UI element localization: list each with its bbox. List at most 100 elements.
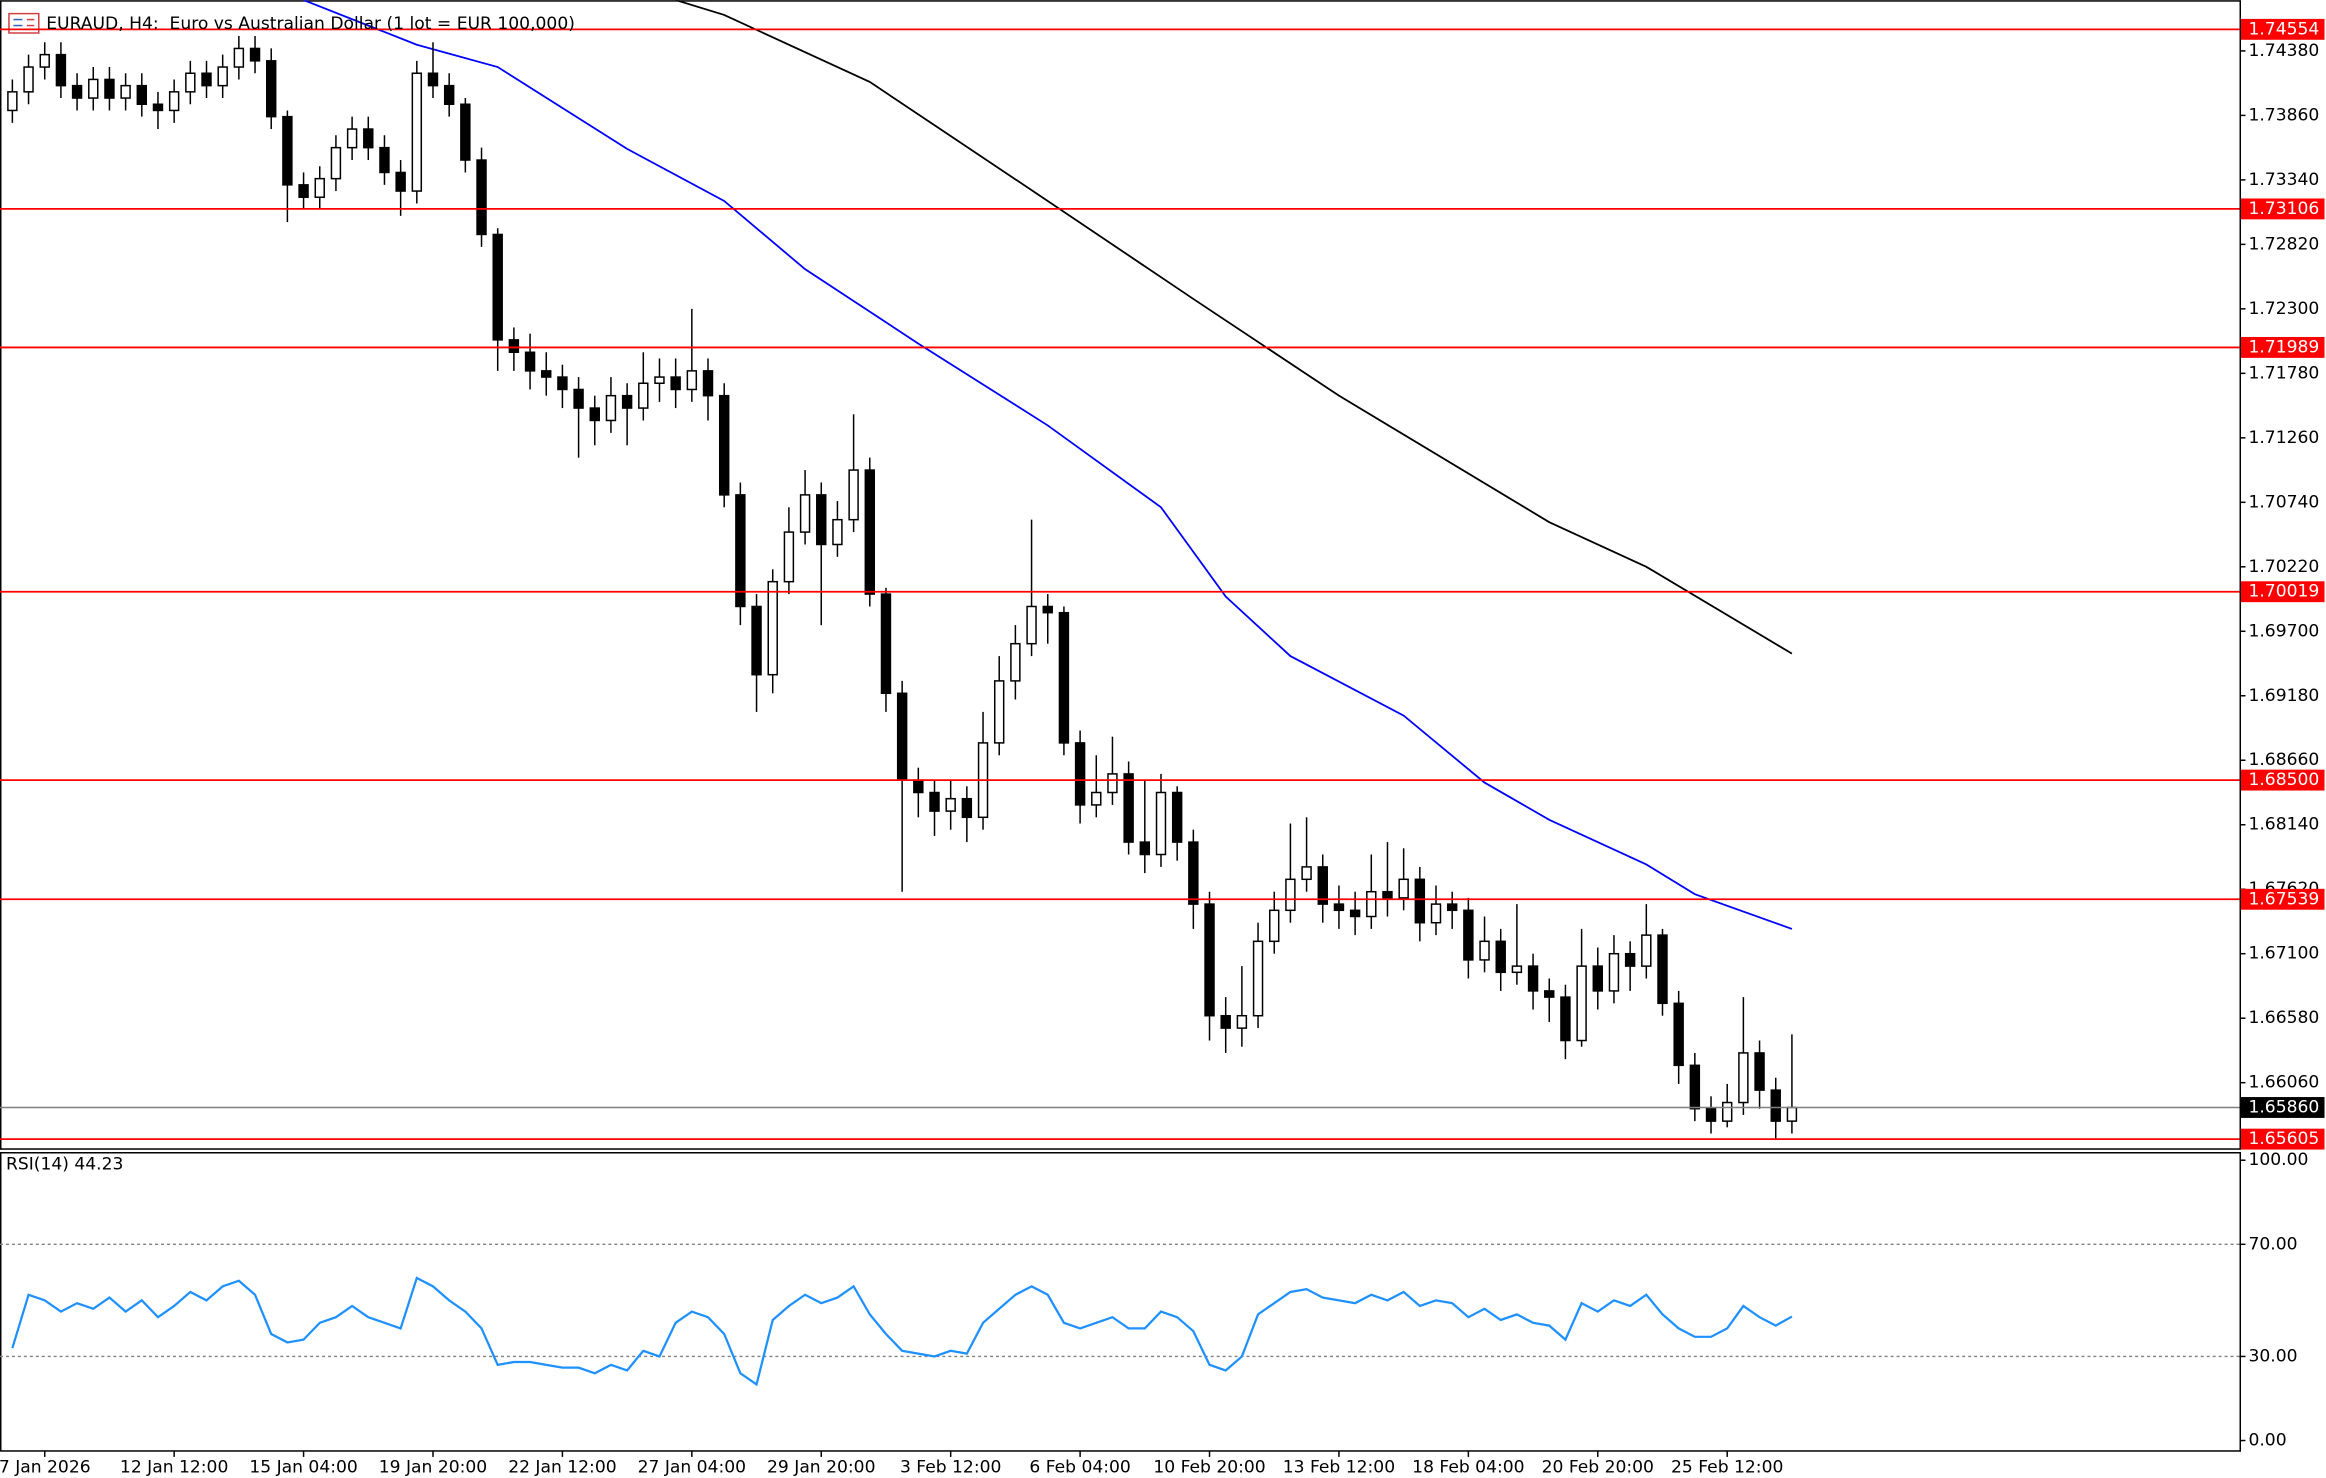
x-tick-label: 27 Jan 04:00 xyxy=(638,1457,746,1477)
candle-body xyxy=(605,394,617,422)
candle-body xyxy=(1026,605,1037,645)
candle-body xyxy=(799,494,811,533)
y-tick-label: 1.70740 xyxy=(2248,492,2319,512)
candle-body xyxy=(1624,952,1636,967)
candle-body xyxy=(1220,1014,1231,1029)
level-tag xyxy=(2241,336,2325,358)
candle-body xyxy=(1155,791,1167,856)
candle-body xyxy=(929,791,940,812)
moving-average xyxy=(303,0,1793,930)
candle-body xyxy=(346,128,358,149)
candle-body xyxy=(1349,909,1361,918)
last-price-tag xyxy=(2241,1097,2325,1118)
candle-body xyxy=(864,469,876,595)
level-tag xyxy=(2241,888,2325,910)
x-tick-label: 20 Feb 20:00 xyxy=(1542,1457,1654,1477)
candle-body xyxy=(1269,909,1280,943)
candle-body xyxy=(1123,773,1134,843)
candle-body xyxy=(1770,1089,1781,1122)
rsi-panel xyxy=(0,1152,2242,1452)
rsi-line xyxy=(11,1276,1793,1387)
candle-body xyxy=(1689,1064,1701,1110)
x-tick-label: 3 Feb 12:00 xyxy=(900,1457,1001,1477)
candle-body xyxy=(1560,996,1571,1042)
candle-body xyxy=(443,84,455,105)
price-plot xyxy=(7,0,1798,1140)
candle-body xyxy=(476,159,487,236)
candle-body xyxy=(1188,841,1199,905)
candle-body xyxy=(751,605,762,676)
candle-body xyxy=(1366,890,1377,918)
level-tag xyxy=(2241,18,2325,40)
candle-body xyxy=(1446,903,1458,912)
level-label: 1.65605 xyxy=(2248,1129,2319,1149)
candle-body xyxy=(136,84,148,105)
candle-body xyxy=(7,91,18,112)
candle-body xyxy=(670,376,681,391)
candle-body xyxy=(88,78,99,99)
candle-body xyxy=(1398,878,1409,899)
candle-body xyxy=(945,797,956,812)
candle-body xyxy=(735,494,746,608)
candle-body xyxy=(1171,791,1183,843)
candle-body xyxy=(1074,742,1086,806)
x-tick-label: 19 Jan 20:00 xyxy=(379,1457,487,1477)
candle-body xyxy=(686,370,698,391)
candle-body xyxy=(1010,642,1021,682)
candle-body xyxy=(1721,1101,1733,1122)
level-tag xyxy=(2241,198,2325,220)
candle-body xyxy=(913,779,924,794)
candle-body xyxy=(427,72,439,87)
candle-body xyxy=(201,72,212,87)
candle-body xyxy=(1527,965,1539,992)
candle-body xyxy=(1738,1052,1749,1104)
candle-body xyxy=(589,407,600,422)
level-label: 1.74554 xyxy=(2248,19,2319,39)
candle-body xyxy=(832,518,843,546)
candle-body xyxy=(654,376,665,385)
y-tick-label: 1.71260 xyxy=(2248,428,2319,448)
candle-body xyxy=(1511,965,1523,974)
candle-body xyxy=(1204,903,1215,1017)
candle-body xyxy=(1544,990,1555,998)
level-label: 1.70019 xyxy=(2248,582,2319,602)
level-label: 1.68500 xyxy=(2248,770,2319,790)
y-tick-label: 1.70220 xyxy=(2248,557,2319,577)
candle-body xyxy=(702,370,714,397)
candle-body xyxy=(71,84,83,99)
level-tag xyxy=(2241,769,2325,791)
x-tick-label: 15 Jan 04:00 xyxy=(249,1457,357,1477)
candle-body xyxy=(1285,878,1296,912)
candle-body xyxy=(1139,841,1151,856)
candle-body xyxy=(330,146,342,180)
candle-body xyxy=(1333,903,1345,912)
candle-body xyxy=(168,91,180,112)
candle-body xyxy=(298,184,309,198)
candle-body xyxy=(1091,791,1102,806)
y-tick-label: 1.67100 xyxy=(2248,944,2319,964)
candle-body xyxy=(1479,940,1490,961)
candle-body xyxy=(1673,1002,1684,1067)
y-tick-label: 1.72820 xyxy=(2248,234,2319,254)
candle-body xyxy=(1657,934,1668,1005)
candle-body xyxy=(1592,965,1604,992)
candle-body xyxy=(896,692,908,781)
candle-body xyxy=(816,494,827,546)
candle-body xyxy=(1382,890,1393,899)
last-price-label: 1.65860 xyxy=(2248,1097,2319,1117)
x-tick-label: 6 Feb 04:00 xyxy=(1029,1457,1130,1477)
candle-body xyxy=(621,394,633,409)
candle-body xyxy=(1236,1014,1248,1029)
candle-body xyxy=(1463,909,1474,961)
candle-body xyxy=(1576,965,1587,1042)
candle-body xyxy=(767,580,778,676)
candle-body xyxy=(217,66,228,87)
candle-body xyxy=(1641,934,1652,967)
y-tick-label: 1.69700 xyxy=(2248,621,2319,641)
candle-body xyxy=(104,78,115,99)
candle-body xyxy=(1414,878,1426,924)
candle-body xyxy=(993,680,1005,744)
candle-body xyxy=(638,382,649,409)
